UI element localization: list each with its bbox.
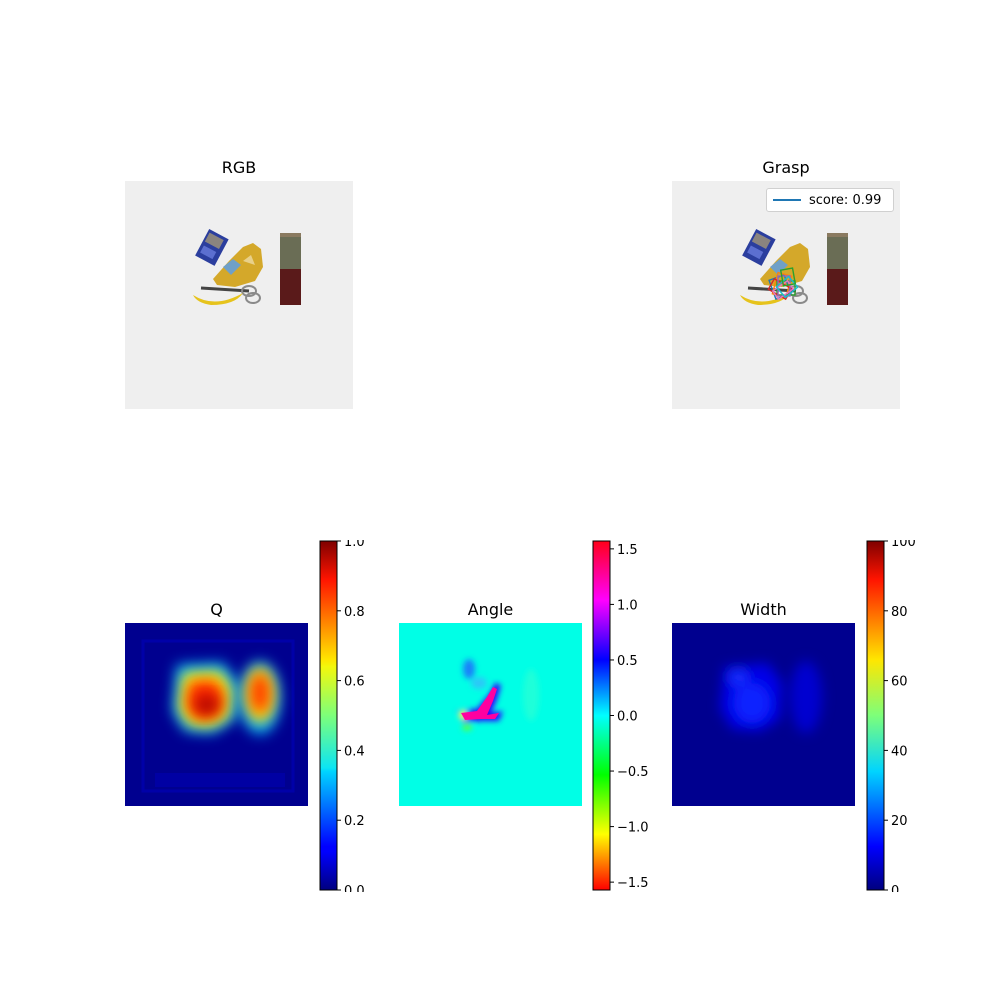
width-heatmap-svg [672, 623, 855, 806]
q-cbar-tick-label: 0.6 [344, 675, 365, 690]
width-cbar-tick-label: 0 [891, 884, 899, 892]
angle-cbar-tick-label: −0.5 [617, 765, 649, 780]
angle-heatmap [399, 623, 582, 806]
angle-cbar-tick-label: −1.5 [617, 876, 649, 891]
angle-colorbar: −1.5 −1.0 −0.5 0.0 0.5 1.0 1.5 [592, 540, 652, 892]
width-title: Width [740, 600, 787, 619]
width-cbar-tick-label: 80 [891, 605, 908, 620]
legend-line-icon [773, 199, 801, 201]
q-cbar-tick-label: 0.8 [344, 605, 365, 620]
width-colorbar: 0 20 40 60 80 100 [866, 535, 926, 899]
q-cbar-tick-label: 0.0 [344, 884, 365, 892]
grasp-rectangles [767, 267, 799, 301]
angle-cbar-tick-label: 0.0 [617, 710, 638, 725]
legend-label: score: 0.99 [809, 192, 882, 208]
angle-cbar-tick-label: 1.5 [617, 543, 638, 558]
grasp-image [672, 181, 900, 409]
width-cbar-tick-label: 20 [891, 814, 908, 829]
q-heatmap [125, 623, 308, 806]
angle-cbar-tick-label: 1.0 [617, 598, 638, 613]
width-cbar-tick-label: 60 [891, 675, 908, 690]
q-cbar-tick-label: 1.0 [344, 540, 365, 550]
rgb-scene [125, 181, 353, 409]
grasp-scene [672, 181, 900, 409]
grasp-legend: score: 0.99 [766, 188, 894, 212]
q-heatmap-svg [125, 623, 308, 806]
rgb-image [125, 181, 353, 409]
angle-title: Angle [467, 600, 514, 619]
q-cbar-tick-label: 0.2 [344, 814, 365, 829]
grasp-title: Grasp [762, 158, 810, 177]
angle-heatmap-svg [399, 623, 582, 806]
width-cbar-tick-label: 100 [891, 540, 916, 550]
rgb-title: RGB [221, 158, 257, 177]
width-cbar-tick-label: 40 [891, 744, 908, 759]
q-colorbar: 0.0 0.2 0.4 0.6 0.8 1.0 [319, 535, 379, 899]
angle-cbar-tick-label: −1.0 [617, 821, 649, 836]
q-cbar-tick-label: 0.4 [344, 744, 365, 759]
width-heatmap [672, 623, 855, 806]
angle-cbar-tick-label: 0.5 [617, 654, 638, 669]
q-title: Q [210, 600, 223, 619]
